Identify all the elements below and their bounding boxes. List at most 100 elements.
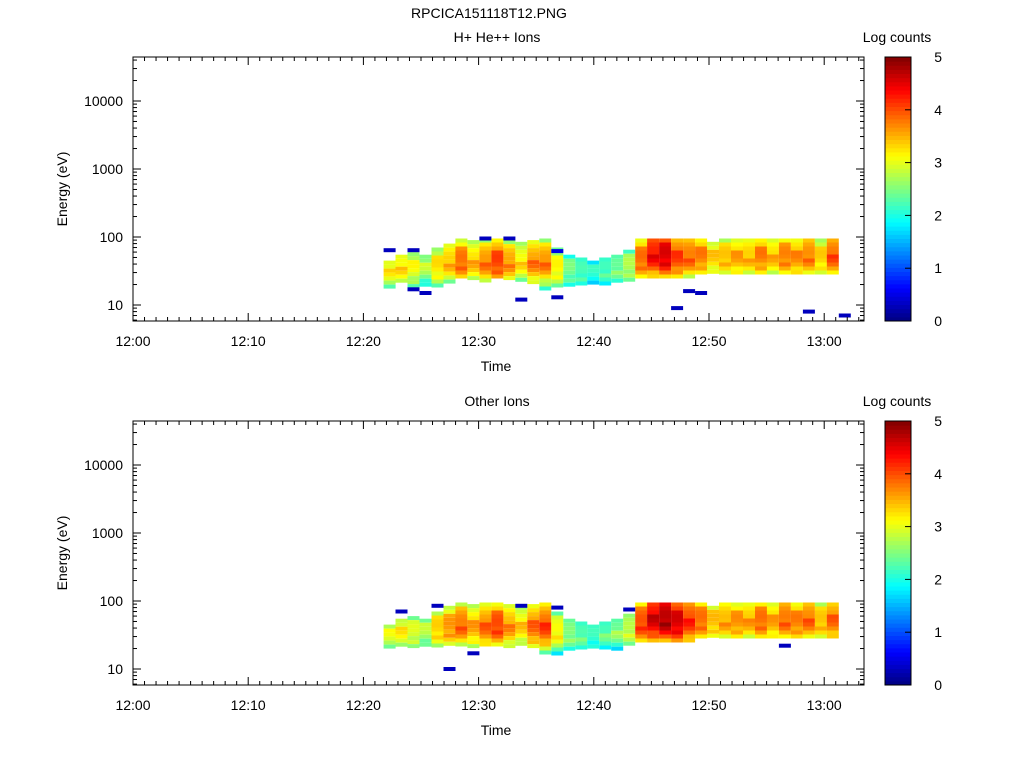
- heatmap-cell: [479, 630, 492, 635]
- heatmap-cell: [503, 604, 516, 609]
- heatmap-cell: [455, 634, 468, 639]
- heatmap-cell: [826, 626, 839, 631]
- heatmap-cell: [731, 266, 743, 271]
- panel-other-ions: Other Ions Time Energy (eV) Log counts 1…: [54, 393, 942, 738]
- heatmap-cell: [766, 602, 779, 607]
- heatmap-cell: [719, 626, 731, 631]
- heatmap-cell: [635, 246, 648, 251]
- heatmap-cell: [563, 622, 576, 627]
- heatmap-cell: [659, 622, 672, 627]
- heatmap-cell: [503, 264, 516, 269]
- heatmap-point: [551, 249, 564, 254]
- colorbar-segment: [885, 139, 911, 145]
- x-tick-label: 12:30: [461, 333, 496, 349]
- colorbar-tick-label: 4: [934, 466, 942, 482]
- heatmap-point: [838, 313, 851, 318]
- colorbar-tick-label: 2: [934, 571, 942, 587]
- colorbar-segment: [885, 577, 911, 583]
- heatmap-cell: [467, 268, 480, 273]
- heatmap-cell: [539, 630, 552, 635]
- heatmap-cell: [635, 258, 648, 263]
- heatmap-cell: [443, 621, 456, 626]
- heatmap-cell: [671, 270, 684, 275]
- heatmap-cell: [635, 262, 648, 267]
- heatmap-cell: [623, 629, 636, 634]
- heatmap-cell: [467, 616, 480, 621]
- heatmap-cell: [707, 605, 719, 610]
- heatmap-cell: [419, 270, 432, 275]
- heatmap-cell: [491, 622, 504, 627]
- heatmap-cell: [683, 262, 696, 267]
- colorbar-segment: [885, 491, 911, 496]
- heatmap-cell: [503, 256, 516, 261]
- colorbar-segment: [885, 458, 911, 463]
- heatmap-cell: [635, 614, 648, 619]
- heatmap-cell: [695, 622, 708, 627]
- heatmap-cell: [671, 242, 684, 247]
- heatmap-cell: [539, 650, 552, 655]
- heatmap-cell: [743, 242, 755, 247]
- heatmap-cell: [407, 268, 420, 273]
- heatmap-cell: [599, 641, 612, 646]
- heatmap-cell: [802, 634, 815, 639]
- colorbar-segment: [885, 151, 911, 157]
- heatmap-cell: [802, 610, 815, 615]
- heatmap-cell: [419, 282, 432, 287]
- heatmap-cell: [383, 644, 396, 649]
- colorbar-segment: [885, 482, 911, 488]
- heatmap-cell: [491, 246, 504, 251]
- heatmap-cell: [611, 642, 624, 647]
- heatmap-cell: [766, 266, 779, 271]
- heatmap-cell: [814, 270, 827, 275]
- heatmap-cell: [802, 622, 815, 627]
- colorbar-segment: [885, 135, 911, 141]
- colorbar-segment: [885, 462, 911, 467]
- heatmap-cell: [527, 264, 540, 269]
- heatmap-cell: [467, 604, 480, 609]
- heatmap-cell: [563, 646, 576, 651]
- colorbar-segment: [885, 474, 911, 480]
- heatmap-cell: [539, 614, 552, 619]
- heatmap-cell: [802, 266, 815, 271]
- colorbar-segment: [885, 193, 911, 198]
- heatmap-cell: [755, 262, 767, 267]
- heatmap-cell: [395, 642, 408, 647]
- heatmap-cell: [587, 632, 600, 637]
- colorbar-segment: [885, 123, 911, 128]
- heatmap-cell: [419, 278, 432, 283]
- heatmap-cell: [778, 246, 791, 251]
- colorbar-segment: [885, 259, 911, 264]
- heatmap-point: [623, 607, 636, 612]
- colorbar-segment: [885, 90, 911, 95]
- heatmap-cell: [778, 610, 791, 615]
- heatmap-cell: [802, 630, 815, 635]
- heatmap-cell: [443, 625, 456, 630]
- heatmap-cell: [503, 612, 516, 617]
- heatmap-cell: [826, 266, 839, 271]
- x-tick-label: 12:40: [576, 697, 611, 713]
- heatmap-point: [395, 609, 408, 614]
- colorbar-tick-label: 3: [934, 519, 942, 535]
- heatmap-cell: [539, 610, 552, 615]
- heatmap-cell: [635, 638, 648, 643]
- heatmap-cell: [814, 630, 827, 635]
- heatmap-cell: [599, 281, 612, 286]
- heatmap-cell: [647, 618, 660, 623]
- heatmap-cell: [826, 238, 839, 243]
- heatmap-cell: [826, 634, 839, 639]
- heatmap-cell: [683, 606, 696, 611]
- heatmap-cell: [802, 246, 815, 251]
- colorbar-segment: [885, 680, 911, 686]
- heatmap-point: [443, 667, 456, 671]
- heatmap-cell: [479, 242, 492, 247]
- heatmap-cell: [814, 254, 827, 259]
- colorbar-segment: [885, 594, 911, 599]
- colorbar-segment: [885, 102, 911, 108]
- heatmap-cell: [587, 280, 600, 285]
- heatmap-cell: [443, 251, 456, 256]
- heatmap-cell: [766, 606, 779, 611]
- heatmap-cell: [826, 610, 839, 615]
- heatmap-cell: [419, 262, 432, 267]
- heatmap-cell: [527, 256, 540, 261]
